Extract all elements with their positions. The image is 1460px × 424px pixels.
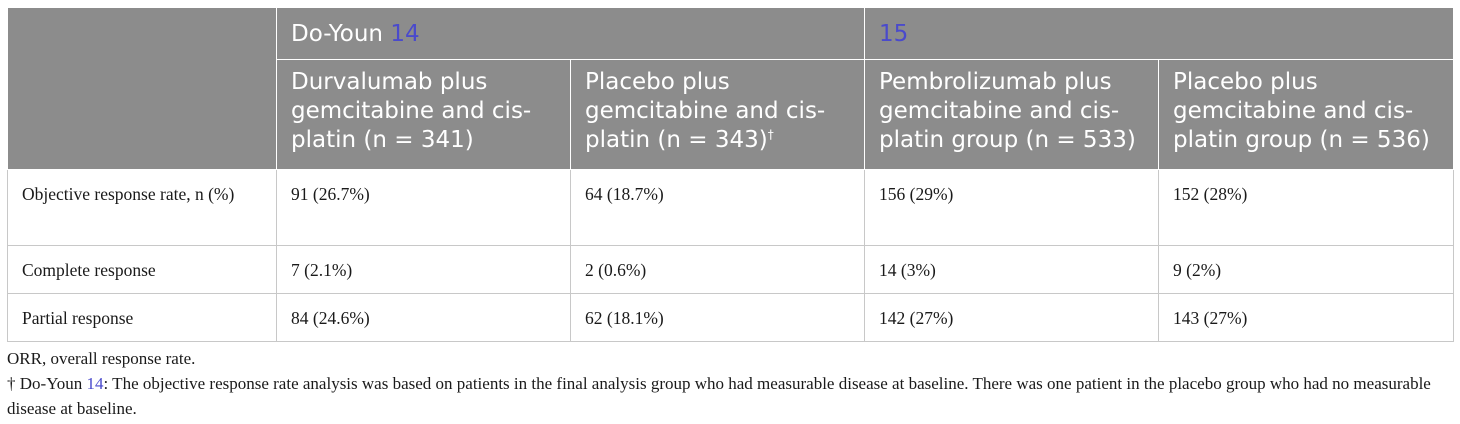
header-arm-placebo-15: Placebo plus gemcitabine and cis-platin … <box>1158 59 1454 170</box>
table-cell: 84 (24.6%) <box>276 293 571 342</box>
row-label: Complete response <box>7 245 277 294</box>
study-ref-14[interactable]: 14 <box>390 21 420 47</box>
header-study-do-youn: Do-Youn 14 <box>276 7 865 60</box>
header-study-15: 15 <box>864 7 1454 60</box>
footnote-dagger: † Do-Youn 14: The objective response rat… <box>7 371 1453 421</box>
table-footnotes: ORR, overall response rate. † Do-Youn 14… <box>7 346 1453 421</box>
results-table-container: Do-Youn 14 15 Durvalumab plus gemcitabin… <box>7 7 1454 421</box>
row-label: Objective response rate, n (%) <box>7 169 277 246</box>
footnote-dagger-text: : The objective response rate analysis w… <box>7 374 1431 418</box>
arm-label: Pembrolizumab plus gemcitabine and cis-p… <box>879 69 1136 153</box>
table-cell: 9 (2%) <box>1158 245 1454 294</box>
table-cell: 14 (3%) <box>864 245 1159 294</box>
arm-label: Placebo plus gemcitabine and cis-platin … <box>1173 69 1430 153</box>
header-corner-cell-lower <box>7 59 277 170</box>
header-row-arms: Durvalumab plus gemcitabine and cis-plat… <box>7 59 1454 170</box>
table-cell: 91 (26.7%) <box>276 169 571 246</box>
arm-label: Placebo plus gemcitabine and cis-platin … <box>585 69 826 153</box>
table-cell: 2 (0.6%) <box>570 245 865 294</box>
table-cell: 64 (18.7%) <box>570 169 865 246</box>
table-cell: 7 (2.1%) <box>276 245 571 294</box>
header-corner-cell <box>7 7 277 60</box>
table-cell: 142 (27%) <box>864 293 1159 342</box>
table-cell: 143 (27%) <box>1158 293 1454 342</box>
dagger-mark: † <box>767 127 774 142</box>
table-cell: 62 (18.1%) <box>570 293 865 342</box>
footnote-study-name: Do-Youn <box>19 374 83 393</box>
response-rate-table: Do-Youn 14 15 Durvalumab plus gemcitabin… <box>7 7 1454 342</box>
header-arm-placebo-do-youn: Placebo plus gemcitabine and cis-platin … <box>570 59 865 170</box>
table-cell: 152 (28%) <box>1158 169 1454 246</box>
footnote-abbreviation: ORR, overall response rate. <box>7 349 196 368</box>
header-arm-pembrolizumab: Pembrolizumab plus gemcitabine and cis-p… <box>864 59 1159 170</box>
header-row-studies: Do-Youn 14 15 <box>7 7 1454 60</box>
table-row-objective-response: Objective response rate, n (%) 91 (26.7%… <box>7 169 1454 246</box>
table-row-partial-response: Partial response 84 (24.6%) 62 (18.1%) 1… <box>7 293 1454 342</box>
row-label: Partial response <box>7 293 277 342</box>
table-cell: 156 (29%) <box>864 169 1159 246</box>
dagger-symbol: † <box>7 374 16 393</box>
study-name-do-youn: Do-Youn <box>291 21 383 47</box>
arm-label: Durvalumab plus gemcitabine and cis-plat… <box>291 69 532 153</box>
table-row-complete-response: Complete response 7 (2.1%) 2 (0.6%) 14 (… <box>7 245 1454 294</box>
header-arm-durvalumab: Durvalumab plus gemcitabine and cis-plat… <box>276 59 571 170</box>
footnote-ref-14[interactable]: 14 <box>86 374 104 393</box>
study-ref-15[interactable]: 15 <box>879 21 909 47</box>
